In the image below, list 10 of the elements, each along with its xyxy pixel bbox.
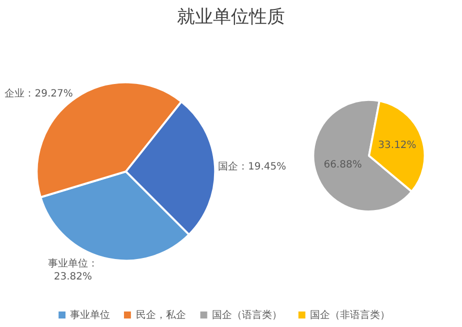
data-label: 事业单位： 23.82%: [48, 257, 98, 282]
data-label: 33.12%: [378, 140, 416, 152]
chart-title: 就业单位性质: [177, 6, 285, 28]
data-label: 66.88%: [324, 160, 362, 171]
data-label: 企业：29.27%: [4, 88, 73, 100]
legend-label: 民企，私企: [136, 309, 186, 321]
legend-label: 国企（非语言类）: [310, 309, 390, 321]
legend-label: 国企（语言类）: [212, 309, 282, 321]
data-label: 国企：19.45%: [218, 160, 286, 172]
legend-label: 事业单位: [70, 309, 110, 321]
